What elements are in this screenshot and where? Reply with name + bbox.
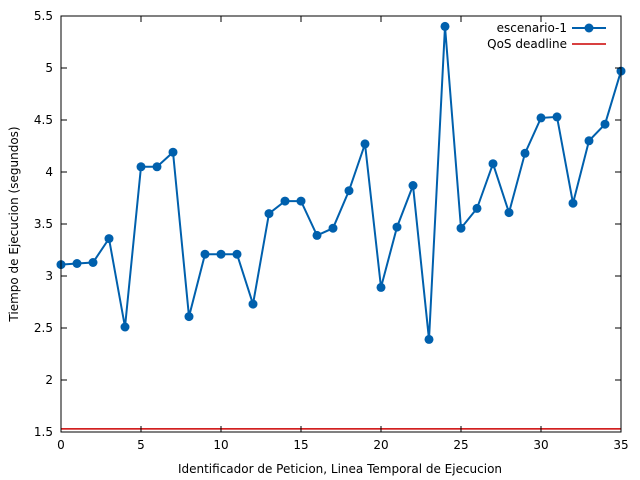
x-tick-label: 5 [137, 438, 145, 452]
data-point [344, 186, 354, 196]
plot-frame [60, 15, 622, 433]
x-tick-label: 10 [213, 438, 228, 452]
data-point [584, 136, 594, 146]
data-point [296, 196, 306, 206]
y-tick-label: 2.5 [34, 321, 53, 335]
x-tick-label: 20 [373, 438, 388, 452]
data-point [488, 159, 498, 169]
data-point [424, 334, 434, 344]
data-point [136, 162, 146, 172]
data-point [216, 249, 226, 259]
data-point [520, 148, 530, 158]
data-point [472, 203, 482, 213]
data-point [600, 119, 610, 129]
data-point [72, 259, 82, 268]
data-point [536, 113, 546, 123]
y-tick-label: 5 [45, 61, 53, 75]
data-point [280, 196, 290, 206]
data-point [168, 147, 178, 157]
data-point [88, 258, 98, 267]
data-point [232, 249, 242, 259]
data-point [440, 21, 450, 31]
data-point [552, 112, 562, 122]
y-tick-label: 4 [45, 165, 53, 179]
data-point [392, 222, 402, 232]
data-point [328, 223, 338, 233]
x-tick-label: 30 [533, 438, 548, 452]
data-point [184, 312, 194, 322]
y-tick-label: 2 [45, 373, 53, 387]
axis-ticks: 0 5 10 15 20 25 30 35 1.5 2 2.5 3 3.5 4 4.5 5 5.5 [34, 9, 629, 452]
legend-label: escenario-1 [497, 21, 567, 35]
x-tick-label: 25 [453, 438, 468, 452]
data-point [120, 322, 130, 332]
y-tick-label: 5.5 [34, 9, 53, 23]
data-point [376, 282, 386, 292]
data-point [104, 234, 114, 244]
series-line-0 [60, 26, 622, 340]
y-axis-label: Tiempo de Ejecucion (segundos) [7, 126, 21, 322]
plot-area [56, 21, 626, 430]
legend: escenario-1 QoS deadline [487, 21, 606, 51]
y-tick-label: 1.5 [34, 425, 53, 439]
data-point [568, 198, 578, 208]
x-tick-label: 0 [57, 438, 65, 452]
y-tick-label: 3.5 [34, 217, 53, 231]
y-tick-label: 3 [45, 269, 53, 283]
y-tick-label: 4.5 [34, 113, 53, 127]
data-point [504, 208, 514, 218]
data-point [456, 223, 466, 233]
data-point [312, 230, 322, 240]
data-point [200, 249, 210, 259]
legend-marker [584, 23, 594, 33]
data-point [248, 299, 258, 309]
data-point [408, 181, 418, 190]
legend-label: QoS deadline [487, 37, 567, 51]
data-point [360, 139, 370, 149]
x-tick-label: 15 [293, 438, 308, 452]
data-point [264, 209, 274, 219]
x-tick-label: 35 [613, 438, 628, 452]
x-axis-label: Identificador de Peticion, Linea Tempora… [178, 462, 502, 476]
data-point [152, 162, 162, 172]
